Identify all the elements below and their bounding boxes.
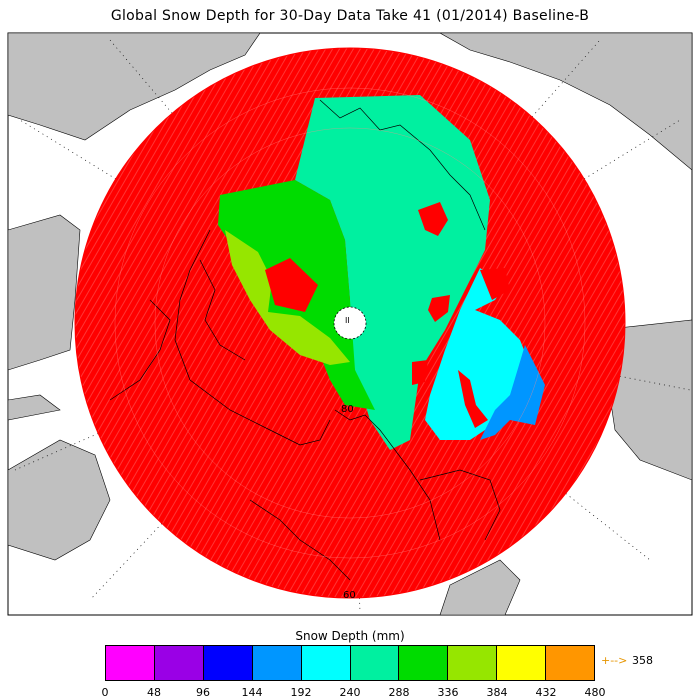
north-pole-marker: [333, 306, 367, 340]
snow-region-seagreen: [295, 95, 490, 450]
legend-tick-label: 0: [101, 686, 109, 699]
legend-tick-label: 384: [486, 686, 508, 699]
legend-tick-label: 336: [437, 686, 459, 699]
legend-swatch: [350, 646, 400, 680]
legend-tick-label: 432: [535, 686, 557, 699]
legend-swatch: [203, 646, 253, 680]
legend-swatch: [106, 646, 155, 680]
legend-tick-label: 48: [147, 686, 161, 699]
snow-region-red-patches: [265, 202, 510, 428]
legend-tick-label: 144: [241, 686, 263, 699]
latitude-label-80: 80: [341, 404, 354, 415]
coastlines: [109, 99, 501, 581]
legend-swatch: [546, 646, 595, 680]
legend-tick-label: 96: [196, 686, 210, 699]
legend-swatch: [399, 646, 449, 680]
legend-swatch: [301, 646, 351, 680]
snow-region-blue: [480, 345, 545, 440]
legend-tick-label: 192: [290, 686, 312, 699]
legend-tick-label: 240: [339, 686, 361, 699]
snow-region-yellowgreen: [225, 230, 350, 365]
legend-swatch: [497, 646, 547, 680]
legend-tick-label: 288: [388, 686, 410, 699]
snow-region-cyan: [425, 268, 530, 440]
mean-marker-arrow: +-->: [601, 654, 628, 667]
legend-tick-label: 480: [584, 686, 606, 699]
legend-swatch: [448, 646, 498, 680]
legend-swatch: [154, 646, 204, 680]
legend-swatch: [252, 646, 302, 680]
land-outside: [7, 32, 693, 616]
legend-title: Snow Depth (mm): [295, 629, 405, 643]
latitude-rings: [114, 87, 586, 559]
map-title: Global Snow Depth for 30-Day Data Take 4…: [110, 8, 590, 24]
map-disc-border: [74, 47, 626, 599]
latitude-label-60: 60: [343, 590, 356, 601]
pole-label: II: [345, 316, 350, 325]
mean-value: 358: [632, 654, 653, 667]
legend-colorbar: [105, 645, 595, 681]
